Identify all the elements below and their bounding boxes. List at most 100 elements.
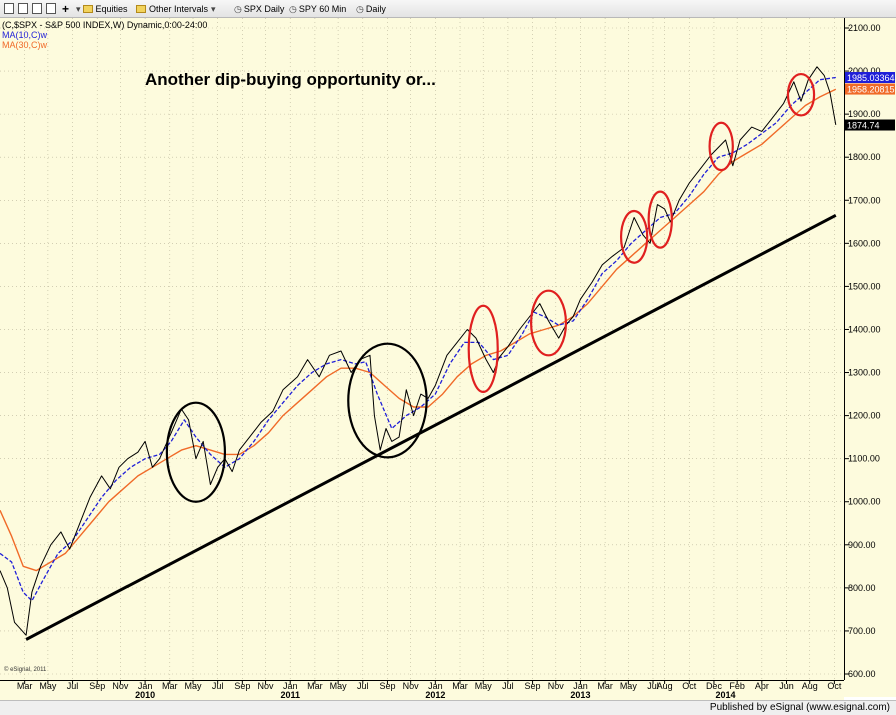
price-tick-label: 700.00 <box>848 626 876 636</box>
spx-daily-button[interactable]: ◷ SPX Daily <box>234 2 284 16</box>
chart-type-icon[interactable] <box>4 3 14 14</box>
time-tick-label: Mar <box>307 681 323 691</box>
time-tick-label: Jul <box>212 681 224 691</box>
time-tick-label: Aug <box>802 681 818 691</box>
daily-label: Daily <box>365 4 386 14</box>
time-tick-label: May <box>39 681 57 691</box>
ma30-series-line <box>0 88 837 572</box>
add-icon[interactable]: + <box>62 2 70 16</box>
time-tick-label: Jan <box>573 681 588 691</box>
highlight-circle <box>708 121 734 172</box>
time-tick-label: Sep <box>379 681 395 691</box>
chart-toolbar: + ▾ Equities Other Intervals ▾ ◷ SPX Daily … <box>0 0 896 18</box>
series-title: (C,$SPX - S&P 500 INDEX,W) Dynamic,0:00-… <box>2 20 208 30</box>
price-tick-label: 2100.00 <box>848 23 881 33</box>
time-tick-label: May <box>184 681 202 691</box>
highlight-circle <box>165 401 227 503</box>
page-copy-icon[interactable] <box>32 3 42 14</box>
folder-icon <box>136 5 146 13</box>
year-label: 2013 <box>570 690 590 700</box>
price-tick-label: 1300.00 <box>848 368 881 378</box>
clock-icon: ◷ <box>356 4 364 14</box>
last-price-tag <box>845 119 895 131</box>
ma30-price-tag-label: 1958.20815 <box>847 85 895 95</box>
footer-bar: Published by eSignal (www.esignal.com) <box>0 700 896 715</box>
year-label: 2012 <box>425 690 445 700</box>
time-tick-label: Mar <box>162 681 178 691</box>
time-tick-label: May <box>620 681 638 691</box>
time-tick-label: Oct <box>682 681 697 691</box>
price-tick-label: 1200.00 <box>848 411 881 421</box>
price-tick-label: 600.00 <box>848 669 876 679</box>
price-tick-label: 1700.00 <box>848 195 881 205</box>
time-tick-label: Apr <box>755 681 769 691</box>
ma10-series-line <box>0 76 836 602</box>
time-tick-label: Nov <box>403 681 420 691</box>
publisher-text: Published by eSignal (www.esignal.com) <box>709 702 890 713</box>
equities-dropdown[interactable]: ▾ Equities <box>76 2 128 16</box>
time-axis[interactable] <box>0 680 844 701</box>
spy-60min-label: SPY 60 Min <box>298 4 347 14</box>
time-tick-label: Nov <box>548 681 565 691</box>
ma30-legend: MA(30,C)w <box>2 40 48 50</box>
time-tick-label: Dec <box>706 681 723 691</box>
other-intervals-label: Other Intervals <box>149 4 209 14</box>
folder-icon <box>82 5 93 13</box>
time-tick-label: May <box>475 681 493 691</box>
ma10-legend: MA(10,C)w <box>2 30 48 40</box>
time-tick-label: Jul <box>357 681 369 691</box>
time-tick-label: Mar <box>17 681 33 691</box>
time-tick-label: Jul <box>502 681 514 691</box>
price-tick-label: 900.00 <box>848 540 876 550</box>
price-tick-label: 1500.00 <box>848 281 881 291</box>
chart-annotation: Another dip-buying opportunity or... <box>145 70 436 89</box>
chevron-down-icon: ▾ <box>211 4 216 14</box>
copyright-text: © eSignal, 2011 <box>4 667 47 673</box>
time-tick-label: Nov <box>258 681 275 691</box>
clock-icon: ◷ <box>289 4 297 14</box>
time-tick-label: May <box>330 681 348 691</box>
ma10-price-tag-label: 1985.03364 <box>847 73 895 83</box>
other-intervals-dropdown[interactable]: Other Intervals ▾ <box>136 2 218 16</box>
year-label: 2010 <box>135 690 155 700</box>
time-tick-label: Mar <box>452 681 468 691</box>
price-tick-label: 1800.00 <box>848 152 881 162</box>
time-tick-label: Nov <box>112 681 129 691</box>
price-tick-label: 1900.00 <box>848 109 881 119</box>
price-tick-label: 1000.00 <box>848 497 881 507</box>
time-tick-label: Jun <box>779 681 794 691</box>
daily-button[interactable]: ◷ Daily <box>356 2 386 16</box>
last-price-tag-label: 1874.74 <box>847 121 880 131</box>
time-tick-label: Mar <box>597 681 613 691</box>
price-tick-label: 800.00 <box>848 583 876 593</box>
time-tick-label: Jan <box>138 681 153 691</box>
price-tick-label: 1600.00 <box>848 238 881 248</box>
year-label: 2014 <box>716 690 736 700</box>
time-tick-label: Sep <box>89 681 105 691</box>
highlight-circle <box>467 304 499 394</box>
highlight-circle <box>530 289 568 357</box>
trendline-series-line <box>25 213 837 641</box>
chart-panel[interactable] <box>0 18 896 697</box>
spy-60min-button[interactable]: ◷ SPY 60 Min <box>289 2 346 16</box>
highlight-circle <box>347 342 428 459</box>
page-icon[interactable] <box>18 3 28 14</box>
time-tick-label: Oct <box>827 681 842 691</box>
time-tick-label: Jan <box>428 681 443 691</box>
time-tick-label: Feb <box>729 681 745 691</box>
time-tick-label: Jan <box>283 681 298 691</box>
price-tick-label: 1100.00 <box>848 454 880 464</box>
highlight-circle <box>619 209 649 264</box>
time-tick-label: Jul <box>647 681 659 691</box>
price-tick-label: 2000.00 <box>848 66 881 76</box>
price-tick-label: 1400.00 <box>848 324 881 334</box>
highlight-circle <box>647 190 673 249</box>
year-label: 2011 <box>280 690 300 700</box>
time-tick-label: Aug <box>657 681 673 691</box>
highlight-circle <box>786 72 816 117</box>
page-settings-icon[interactable] <box>46 3 56 14</box>
ma30-price-tag <box>845 83 895 95</box>
equities-label: Equities <box>95 4 128 14</box>
spx-daily-label: SPX Daily <box>243 4 285 14</box>
